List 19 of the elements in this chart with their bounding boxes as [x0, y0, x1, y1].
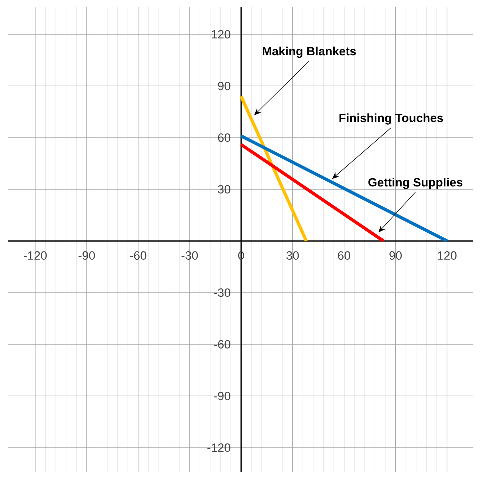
- y-tick-label: -90: [214, 392, 231, 400]
- x-tick-label: -90: [78, 252, 96, 260]
- annotation: Finishing Touches: [340, 114, 444, 125]
- annotation: Making Blankets: [263, 46, 356, 58]
- y-tick-label: 90: [218, 82, 231, 90]
- y-tick-label: -30: [214, 288, 231, 298]
- y-tick-label: 60: [218, 134, 231, 142]
- y-tick-label: -120: [208, 444, 231, 452]
- x-tick-label: 30: [286, 252, 300, 260]
- x-tick-label: 60: [338, 252, 350, 260]
- x-tick-label: -30: [182, 252, 198, 260]
- y-tick-label: 30: [218, 185, 231, 194]
- y-tick-label: 120: [212, 30, 231, 39]
- x-tick-label: 90: [390, 252, 402, 260]
- y-tick-label: -60: [214, 340, 231, 349]
- x-tick-label: -120: [24, 252, 47, 260]
- x-tick-label: -60: [130, 252, 147, 260]
- x-tick-label: 120: [438, 252, 457, 260]
- annotation: Getting Supplies: [368, 178, 463, 190]
